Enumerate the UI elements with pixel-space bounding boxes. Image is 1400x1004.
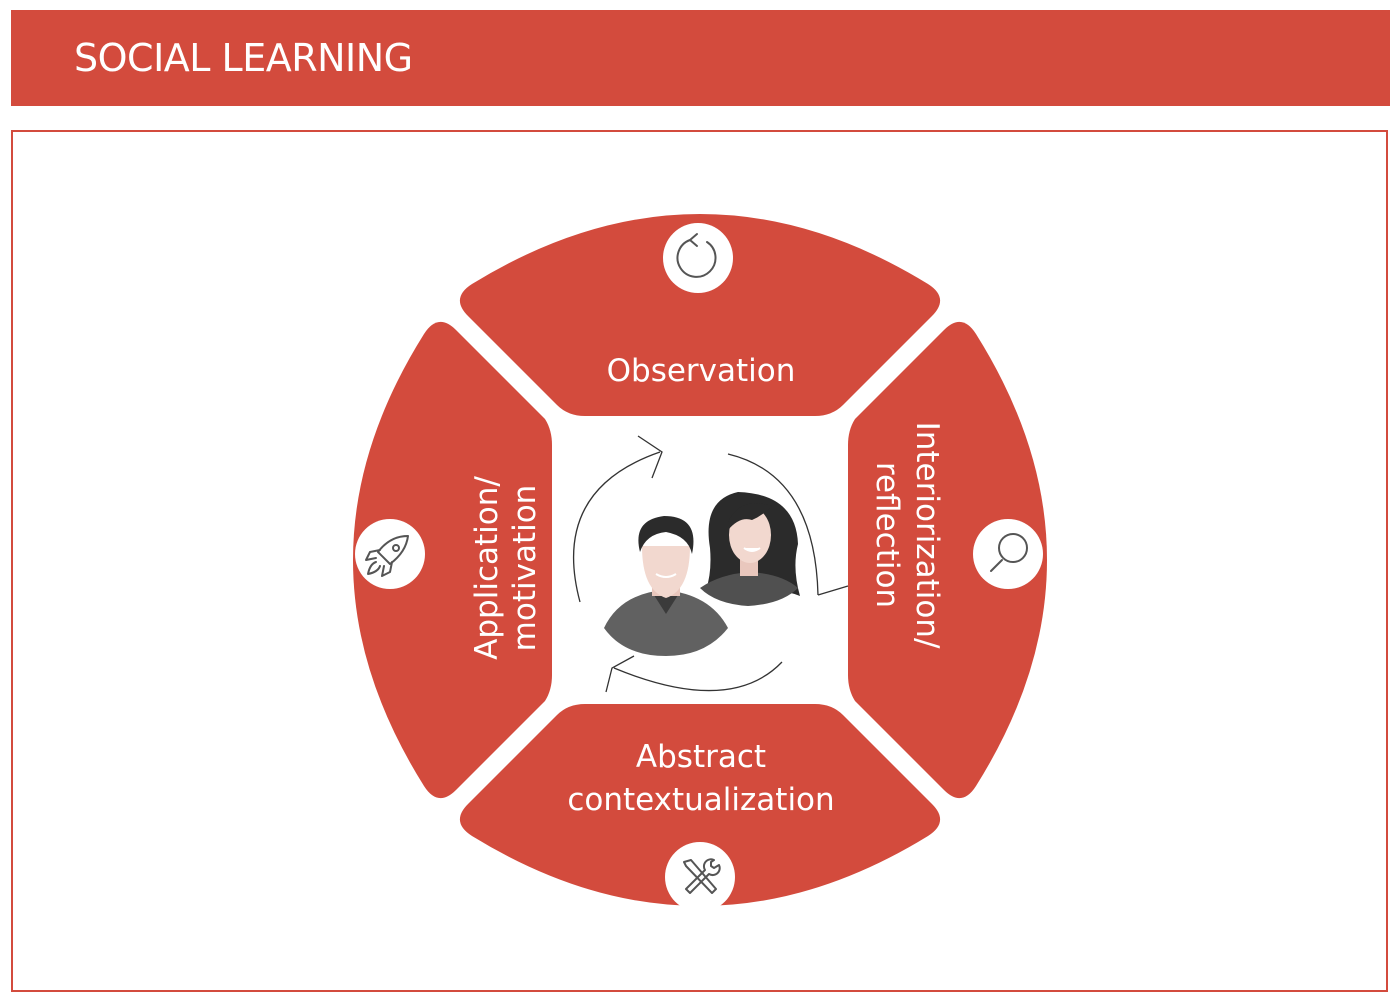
cycle-arrows (572, 435, 849, 693)
label-application-line2: motivation (507, 485, 543, 652)
icon-circle-abstract (665, 842, 735, 912)
label-interiorization-line2: reflection (869, 462, 905, 608)
icon-circle-application (355, 519, 425, 589)
header-bar: SOCIAL LEARNING (11, 10, 1390, 106)
segment-interiorization (848, 321, 1047, 799)
label-interiorization-line1: Interiorization/ (909, 422, 945, 649)
label-abstract-line2: contextualization (567, 782, 834, 818)
label-observation: Observation (607, 353, 796, 389)
icon-circle-interiorization (973, 519, 1043, 589)
diagram-frame (11, 130, 1388, 992)
label-application-line1: Application/ (469, 476, 505, 660)
people-icon (604, 492, 800, 656)
page-title: SOCIAL LEARNING (74, 36, 413, 80)
rocket-icon (365, 535, 409, 577)
tools-icon (683, 858, 721, 894)
segment-observation (459, 214, 941, 416)
icon-circle-observation (663, 223, 733, 293)
segment-application (353, 321, 552, 799)
refresh-icon (676, 233, 717, 278)
label-abstract-line1: Abstract (636, 739, 766, 775)
segment-abstract (459, 704, 941, 906)
magnifier-icon (990, 533, 1028, 572)
